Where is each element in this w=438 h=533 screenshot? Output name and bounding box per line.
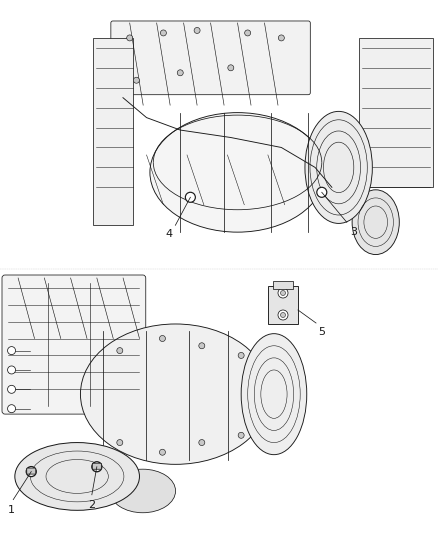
Bar: [268, 286, 298, 324]
Circle shape: [7, 405, 16, 413]
Circle shape: [228, 65, 234, 71]
Circle shape: [177, 70, 183, 76]
Text: 3: 3: [350, 227, 357, 237]
Bar: [92, 38, 133, 225]
Ellipse shape: [305, 111, 372, 223]
Circle shape: [159, 335, 166, 342]
Circle shape: [280, 290, 286, 295]
Circle shape: [7, 366, 16, 374]
Circle shape: [92, 462, 102, 472]
Text: 2: 2: [88, 500, 95, 510]
Circle shape: [160, 30, 166, 36]
Circle shape: [278, 288, 288, 298]
Circle shape: [117, 348, 123, 353]
Circle shape: [127, 35, 133, 41]
Circle shape: [134, 77, 139, 83]
FancyBboxPatch shape: [92, 463, 101, 469]
Circle shape: [199, 440, 205, 446]
FancyBboxPatch shape: [2, 275, 146, 414]
FancyBboxPatch shape: [27, 468, 36, 474]
Ellipse shape: [352, 190, 399, 255]
Circle shape: [279, 35, 284, 41]
Circle shape: [194, 28, 200, 34]
Circle shape: [159, 449, 166, 455]
Circle shape: [185, 192, 195, 203]
Text: 5: 5: [318, 327, 325, 337]
Circle shape: [26, 466, 36, 477]
Ellipse shape: [110, 469, 176, 513]
Ellipse shape: [15, 442, 139, 510]
Circle shape: [278, 310, 288, 320]
Circle shape: [238, 352, 244, 358]
Circle shape: [117, 440, 123, 446]
Ellipse shape: [150, 112, 325, 232]
Ellipse shape: [241, 334, 307, 455]
Circle shape: [238, 432, 244, 438]
Circle shape: [280, 312, 286, 318]
FancyBboxPatch shape: [111, 21, 310, 95]
Text: 1: 1: [8, 505, 15, 514]
Circle shape: [199, 343, 205, 349]
Ellipse shape: [81, 324, 271, 464]
Text: 4: 4: [165, 229, 173, 239]
Circle shape: [317, 187, 327, 197]
Bar: [359, 38, 433, 187]
Circle shape: [245, 30, 251, 36]
Circle shape: [7, 385, 16, 393]
Circle shape: [7, 346, 16, 354]
Bar: [273, 281, 293, 289]
